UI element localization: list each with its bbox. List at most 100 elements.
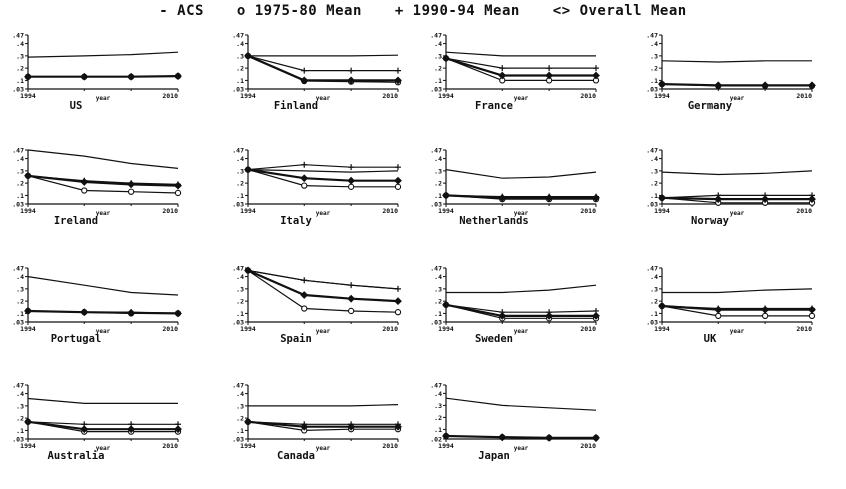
point-overall-mean xyxy=(300,291,309,299)
point-1990-94-mean xyxy=(348,282,355,289)
y-tick-label: .03 xyxy=(646,86,658,94)
point-overall-mean xyxy=(127,72,136,81)
y-tick-label: .1 xyxy=(16,427,24,435)
y-tick-label: .3 xyxy=(16,52,24,60)
x-tick-label: 2010 xyxy=(580,442,596,450)
y-tick-label: .2 xyxy=(16,65,24,73)
point-overall-mean xyxy=(442,432,450,440)
point-overall-mean xyxy=(174,181,182,190)
y-tick-label: .03 xyxy=(232,86,244,94)
y-tick-label: .47 xyxy=(232,265,244,273)
point-overall-mean xyxy=(80,72,89,81)
y-tick-label: .4 xyxy=(16,273,24,281)
series-line-overall-mean xyxy=(661,196,812,201)
series-line-1990-94-mean xyxy=(247,421,398,425)
y-tick-label: .03 xyxy=(430,201,442,209)
y-tick-label: .47 xyxy=(646,32,658,40)
x-tick-label: 1994 xyxy=(20,325,36,333)
panel-title: Spain xyxy=(280,333,312,345)
point-overall-mean xyxy=(394,76,402,85)
point-overall-mean xyxy=(174,72,182,81)
point-overall-mean xyxy=(808,305,816,314)
series-line-1975-80-mean xyxy=(27,175,179,194)
x-tick-label: 2010 xyxy=(162,325,178,333)
series-line-1990-94-mean xyxy=(247,269,399,290)
y-tick-label: .47 xyxy=(12,265,24,273)
series-line-acs xyxy=(27,149,179,169)
y-tick-label: .47 xyxy=(232,32,244,40)
x-tick-label: 1994 xyxy=(240,442,256,450)
point-1990-94-mean xyxy=(301,161,308,168)
x-axis-label: year xyxy=(316,210,331,217)
x-tick-label: 2010 xyxy=(580,92,596,100)
y-tick-label: .47 xyxy=(12,32,24,40)
legend-overall-mean: <> Overall Mean xyxy=(552,3,687,19)
series-line-1975-80-mean xyxy=(661,197,812,204)
point-1975-80-mean xyxy=(301,182,308,189)
x-tick-label: 2010 xyxy=(162,207,178,215)
x-axis-label: year xyxy=(96,210,111,217)
y-tick-label: .1 xyxy=(434,426,442,434)
point-1990-94-mean xyxy=(301,67,308,74)
y-tick-label: .3 xyxy=(650,52,658,60)
x-axis-label: year xyxy=(96,445,111,452)
series-line-acs xyxy=(27,397,178,404)
point-overall-mean xyxy=(347,76,356,85)
y-tick-label: .2 xyxy=(434,414,442,422)
series-line-acs xyxy=(248,404,399,407)
y-tick-label: .4 xyxy=(236,390,244,398)
y-tick-label: .2 xyxy=(236,65,244,73)
point-overall-mean xyxy=(394,422,402,431)
point-overall-mean xyxy=(244,266,252,275)
point-overall-mean xyxy=(300,76,309,85)
series-line-overall-mean xyxy=(445,194,596,199)
panel-title: Netherlands xyxy=(459,215,529,227)
y-tick-label: .3 xyxy=(16,402,24,410)
y-tick-label: .2 xyxy=(236,180,244,188)
x-tick-label: 2010 xyxy=(382,92,398,100)
x-tick-label: 2010 xyxy=(580,325,596,333)
series-line-overall-mean xyxy=(445,303,596,317)
x-tick-label: 1994 xyxy=(438,92,454,100)
series-line-1975-80-mean xyxy=(445,57,596,82)
x-tick-label: 2010 xyxy=(796,325,812,333)
x-axis-label: year xyxy=(730,95,745,102)
point-overall-mean xyxy=(545,193,554,202)
x-tick-label: 1994 xyxy=(654,92,670,100)
panel-title: Portugal xyxy=(51,333,102,345)
point-overall-mean xyxy=(498,311,507,320)
y-tick-label: .3 xyxy=(236,285,244,293)
y-tick-label: .02 xyxy=(430,436,442,444)
point-overall-mean xyxy=(808,81,816,90)
point-overall-mean xyxy=(808,195,816,203)
point-1975-80-mean xyxy=(394,309,402,316)
point-overall-mean xyxy=(244,165,252,174)
y-tick-label: .4 xyxy=(434,273,442,281)
y-tick-label: .03 xyxy=(232,436,244,444)
y-tick-label: .3 xyxy=(434,167,442,175)
y-tick-label: .1 xyxy=(236,427,244,435)
series-line-overall-mean xyxy=(661,83,812,87)
series-line-1990-94-mean xyxy=(27,421,178,425)
series-line-acs xyxy=(27,276,179,296)
x-axis-label: year xyxy=(96,95,111,102)
series-line-acs xyxy=(446,284,597,294)
y-tick-label: .47 xyxy=(430,382,442,390)
point-overall-mean xyxy=(592,311,600,320)
series-line-acs xyxy=(661,170,813,176)
y-tick-label: .2 xyxy=(16,180,24,188)
x-tick-label: 1994 xyxy=(240,325,256,333)
y-tick-label: .1 xyxy=(434,192,442,200)
point-overall-mean xyxy=(24,307,32,315)
point-overall-mean xyxy=(347,176,356,185)
y-tick-label: .2 xyxy=(650,298,658,306)
y-tick-label: .4 xyxy=(16,390,24,398)
series-line-overall-mean xyxy=(27,420,178,431)
y-tick-label: .47 xyxy=(12,147,24,155)
panel-title: Australia xyxy=(48,450,105,462)
point-overall-mean xyxy=(24,417,32,426)
point-1975-80-mean xyxy=(394,183,402,190)
point-overall-mean xyxy=(244,417,252,426)
y-tick-label: .4 xyxy=(650,40,658,48)
